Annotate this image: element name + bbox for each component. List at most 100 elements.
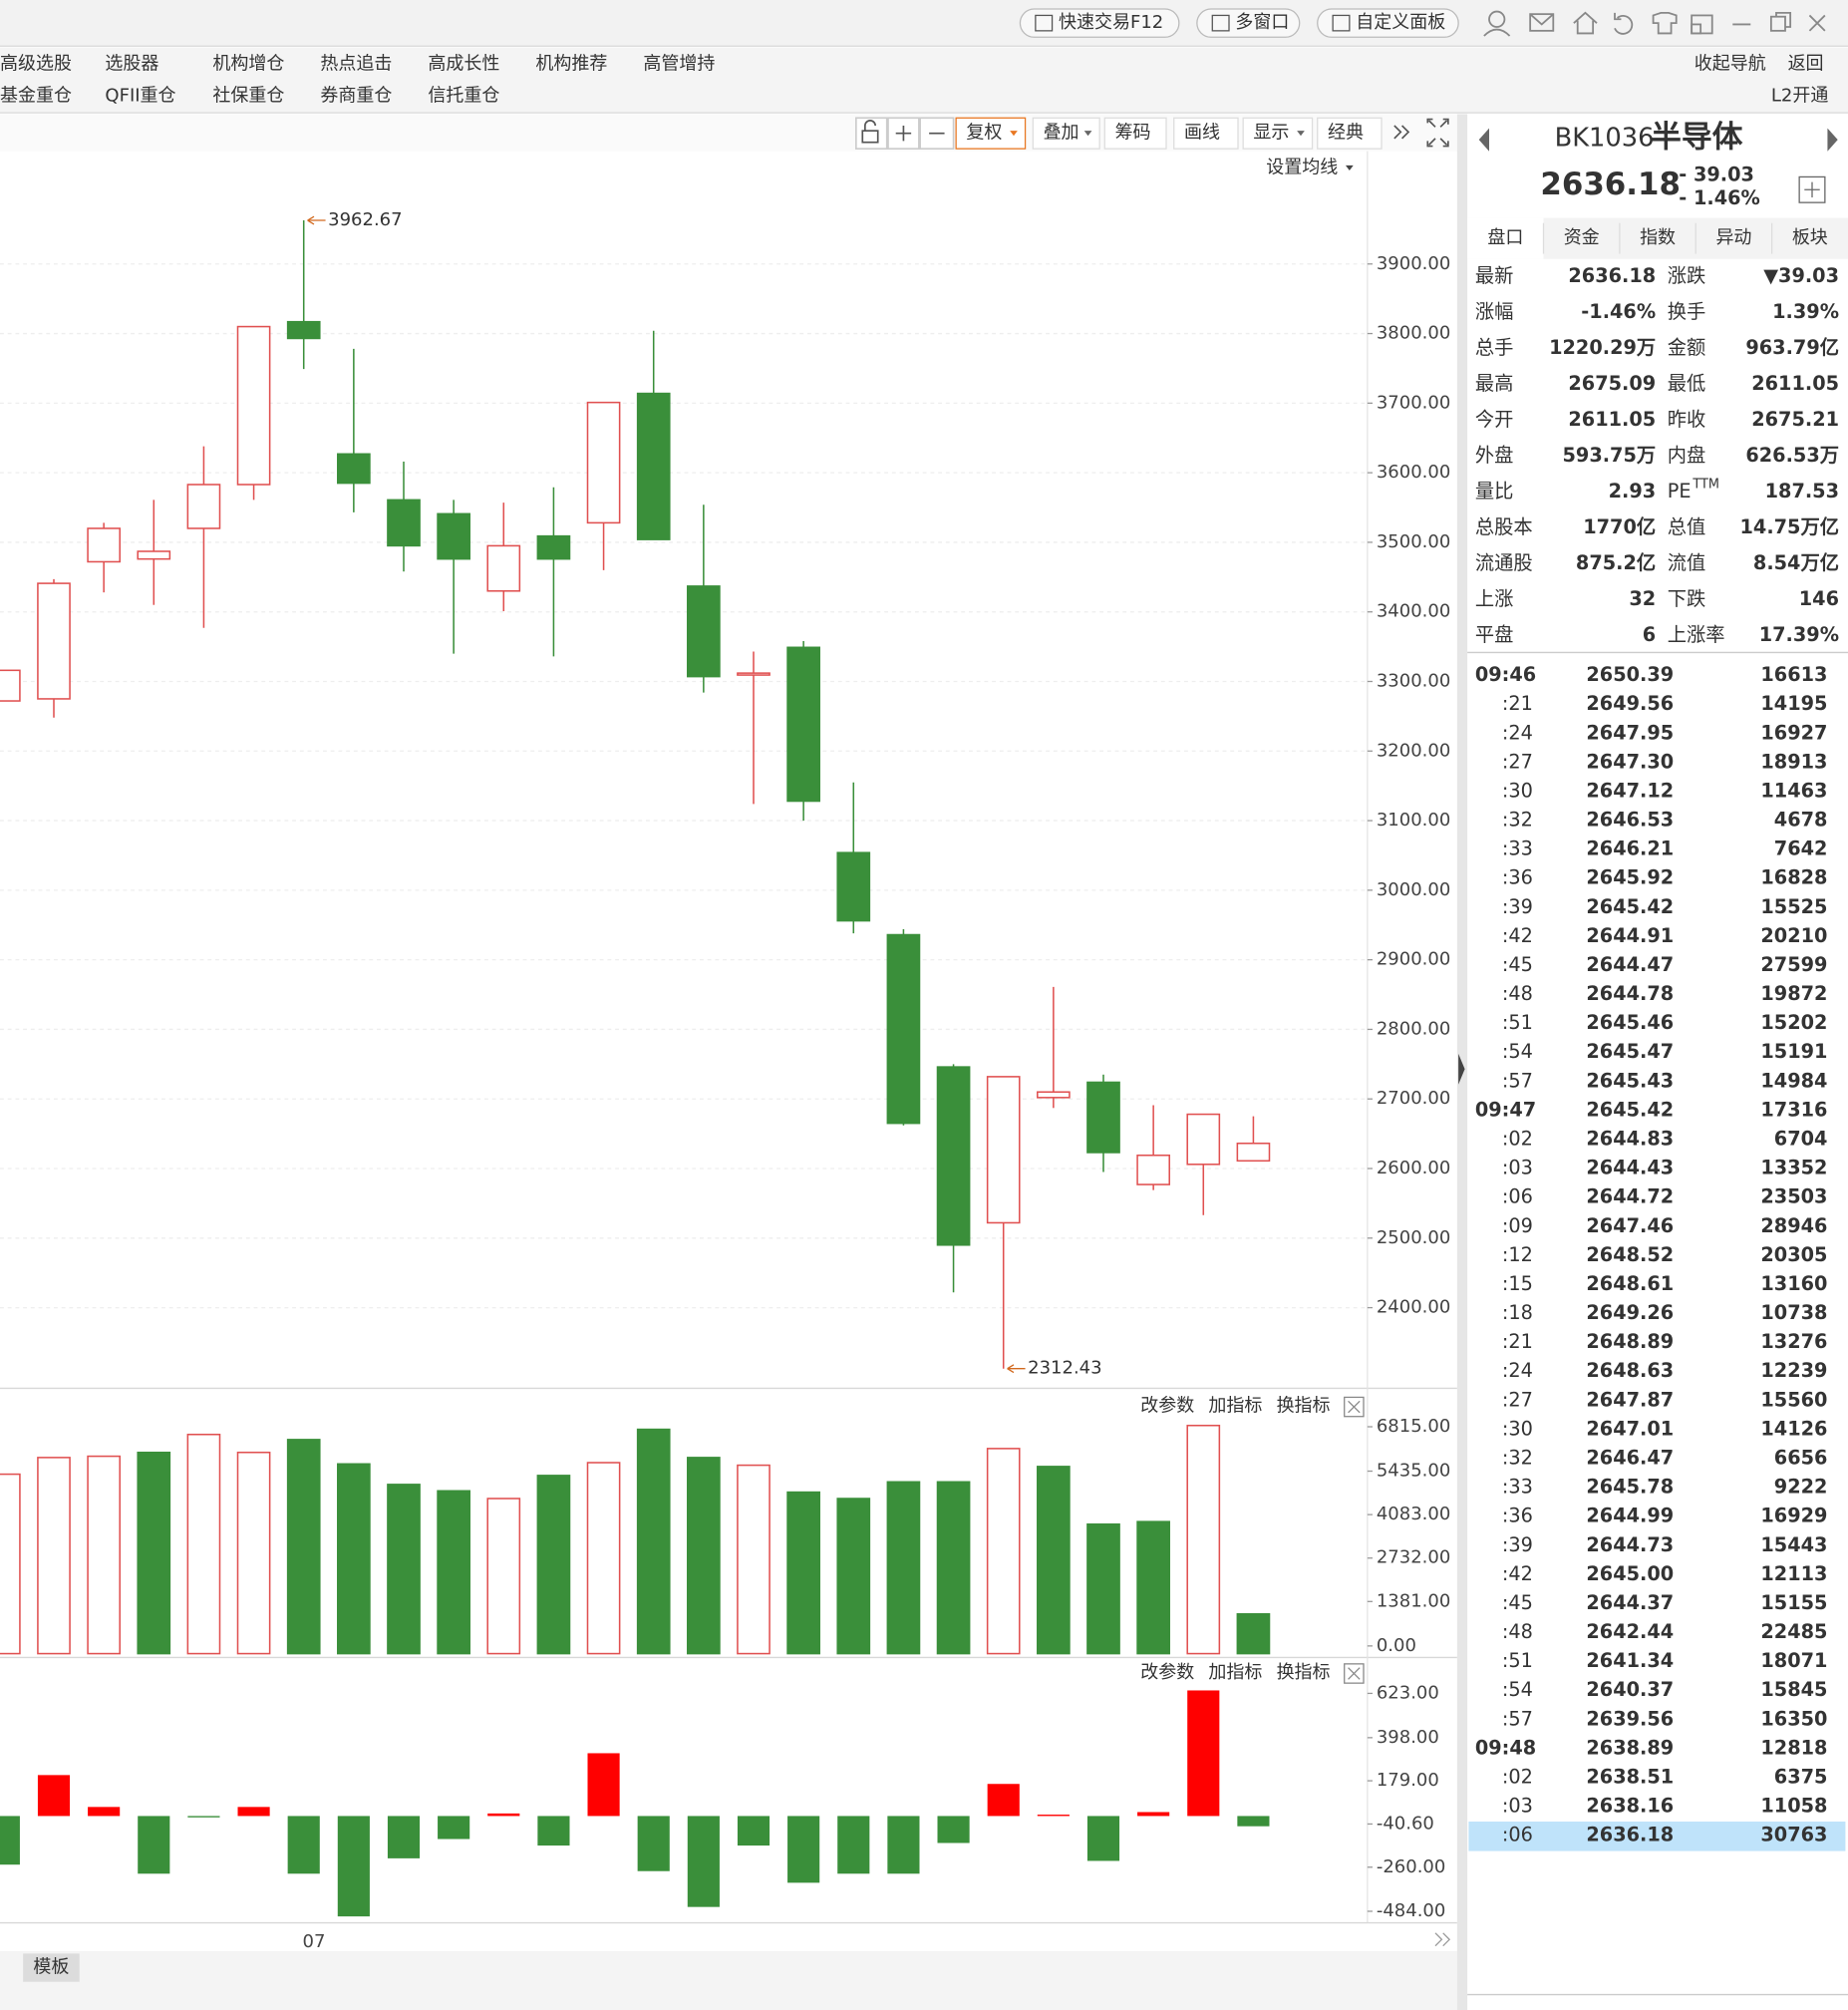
tick-time: :48 — [1502, 1620, 1533, 1643]
tick-time: 09:47 — [1475, 1098, 1536, 1121]
pane-button[interactable]: 加指标 — [1208, 1395, 1262, 1416]
tick-time: :21 — [1502, 1330, 1533, 1353]
y-tick-label: 2700.00 — [1377, 1088, 1450, 1109]
tick-time: :54 — [1502, 1678, 1533, 1701]
stat-label: 总股本 — [1475, 515, 1533, 538]
stat-label: 总值 — [1668, 515, 1706, 538]
x-tick-label: 07 — [303, 1931, 326, 1952]
template-button[interactable]: 模板 — [33, 1957, 69, 1978]
chart-toolbar-button[interactable] — [1173, 117, 1239, 150]
tick-time: :33 — [1502, 1476, 1533, 1499]
scroll-icon[interactable] — [1434, 1932, 1451, 1947]
panel-tab[interactable]: 异动 — [1715, 227, 1751, 248]
candle-body — [1236, 1142, 1271, 1163]
tick-price: 2646.47 — [1586, 1446, 1674, 1469]
stat-value: 8.54万亿 — [1753, 551, 1839, 574]
tick-price: 2644.47 — [1586, 953, 1674, 976]
chart-toolbar-label[interactable]: 叠加 — [1044, 123, 1079, 144]
stat-value: -1.46% — [1581, 300, 1656, 323]
tick-time: :21 — [1502, 692, 1533, 715]
nav-item[interactable]: 基金重仓 — [0, 85, 72, 106]
title-bar — [0, 0, 1848, 47]
nav-item[interactable]: 高成长性 — [428, 53, 499, 74]
tick-price: 2645.46 — [1586, 1011, 1674, 1034]
l2-link[interactable]: L2开通 — [1771, 85, 1828, 106]
chart-toolbar-label[interactable]: 筹码 — [1115, 123, 1151, 144]
tick-time: :02 — [1502, 1128, 1533, 1151]
nav-item[interactable]: 机构增仓 — [212, 53, 284, 74]
pane-button[interactable]: 改参数 — [1140, 1662, 1194, 1683]
volume-bar — [37, 1457, 71, 1655]
stat-value: 2611.05 — [1751, 372, 1839, 395]
pane-button[interactable]: 换指标 — [1277, 1662, 1331, 1683]
toolbar-button-label[interactable]: 快速交易F12 — [1059, 12, 1163, 33]
nav-collapse[interactable]: 收起导航 — [1694, 53, 1766, 74]
toolbar-button[interactable] — [1019, 8, 1180, 38]
panel-tab[interactable]: 板块 — [1792, 227, 1828, 248]
ma-setting[interactable]: 设置均线 — [1266, 157, 1338, 177]
annotation: 3962.67 — [328, 209, 402, 230]
volume-bar — [1186, 1424, 1221, 1655]
tick-time: :51 — [1502, 1649, 1533, 1672]
y-tick-label: 398.00 — [1377, 1727, 1439, 1748]
nav-item[interactable]: 券商重仓 — [320, 85, 392, 106]
nav-item[interactable]: 热点追击 — [320, 53, 392, 74]
volume-bar — [387, 1484, 421, 1655]
stat-label: 换手 — [1668, 300, 1706, 323]
tick-price: 2640.37 — [1586, 1678, 1674, 1701]
nav-item[interactable]: 社保重仓 — [212, 85, 284, 106]
nav-item[interactable]: 选股器 — [105, 53, 158, 74]
candle-body — [0, 669, 21, 702]
tick-volume: 20210 — [1760, 924, 1827, 947]
pane-close[interactable] — [1344, 1396, 1365, 1684]
stat-label: 内盘 — [1668, 444, 1706, 467]
tick-volume: 17316 — [1760, 1098, 1827, 1121]
toolbar-button-label[interactable]: 自定义面板 — [1356, 12, 1445, 33]
panel-tab[interactable]: 盘口 — [1487, 227, 1523, 248]
tick-time: :48 — [1502, 982, 1533, 1005]
nav-item[interactable]: 机构推荐 — [535, 53, 607, 74]
dropdown-arrow — [1010, 131, 1018, 137]
macd-bar — [687, 1816, 720, 1907]
candle-body — [387, 499, 421, 547]
toolbar-button[interactable] — [1317, 8, 1459, 38]
nav-item[interactable]: 高管增持 — [643, 53, 715, 74]
nav-item[interactable]: QFII重仓 — [105, 85, 175, 106]
chart-toolbar-label[interactable]: 画线 — [1184, 123, 1220, 144]
tick-price: 2645.42 — [1586, 895, 1674, 918]
chart-toolbar-label[interactable]: 经典 — [1328, 123, 1364, 144]
tick-volume: 4678 — [1774, 809, 1828, 832]
candle-body — [687, 585, 721, 678]
pane-button[interactable]: 换指标 — [1277, 1395, 1331, 1416]
nav-item[interactable]: 信托重仓 — [428, 85, 499, 106]
tick-price: 2636.18 — [1586, 1824, 1674, 1846]
volume-bar — [886, 1481, 921, 1655]
candle-body — [37, 582, 71, 700]
chart-toolbar-button[interactable] — [955, 117, 1027, 150]
macd-bar — [0, 1816, 20, 1865]
chart-toolbar-label[interactable]: 显示 — [1253, 123, 1289, 144]
stat-value: 2675.09 — [1568, 372, 1656, 395]
macd-bar — [537, 1816, 570, 1846]
tick-time: 09:46 — [1475, 663, 1536, 686]
nav-item[interactable]: 高级选股 — [0, 53, 72, 74]
chart-toolbar-label[interactable]: 复权 — [966, 123, 1002, 144]
candle-body — [586, 401, 621, 524]
pane-button[interactable]: 改参数 — [1140, 1395, 1194, 1416]
chart-toolbar-button[interactable] — [1317, 117, 1383, 150]
nav-back[interactable]: 返回 — [1788, 53, 1824, 74]
panel-tab[interactable]: 指数 — [1640, 227, 1676, 248]
panel-tab[interactable]: 资金 — [1564, 227, 1600, 248]
tick-time: :27 — [1502, 1388, 1533, 1411]
stat-value: 626.53万 — [1745, 444, 1839, 467]
add-button[interactable] — [1798, 175, 1826, 203]
stat-value: 6 — [1643, 623, 1656, 646]
tick-volume: 16828 — [1760, 866, 1827, 889]
pane-button[interactable]: 加指标 — [1208, 1662, 1262, 1683]
toolbar-button-label[interactable]: 多窗口 — [1235, 12, 1289, 33]
splitter-handle[interactable] — [1458, 1053, 1465, 1085]
chart-toolbar-button[interactable] — [1103, 117, 1167, 150]
tick-time: :39 — [1502, 1533, 1533, 1556]
y-tick-label: 179.00 — [1377, 1770, 1439, 1791]
